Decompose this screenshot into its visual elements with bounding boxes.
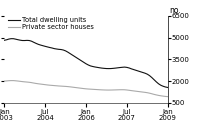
Text: no.: no.: [169, 6, 181, 15]
Legend: Total dwelling units, Private sector houses: Total dwelling units, Private sector hou…: [8, 17, 94, 30]
